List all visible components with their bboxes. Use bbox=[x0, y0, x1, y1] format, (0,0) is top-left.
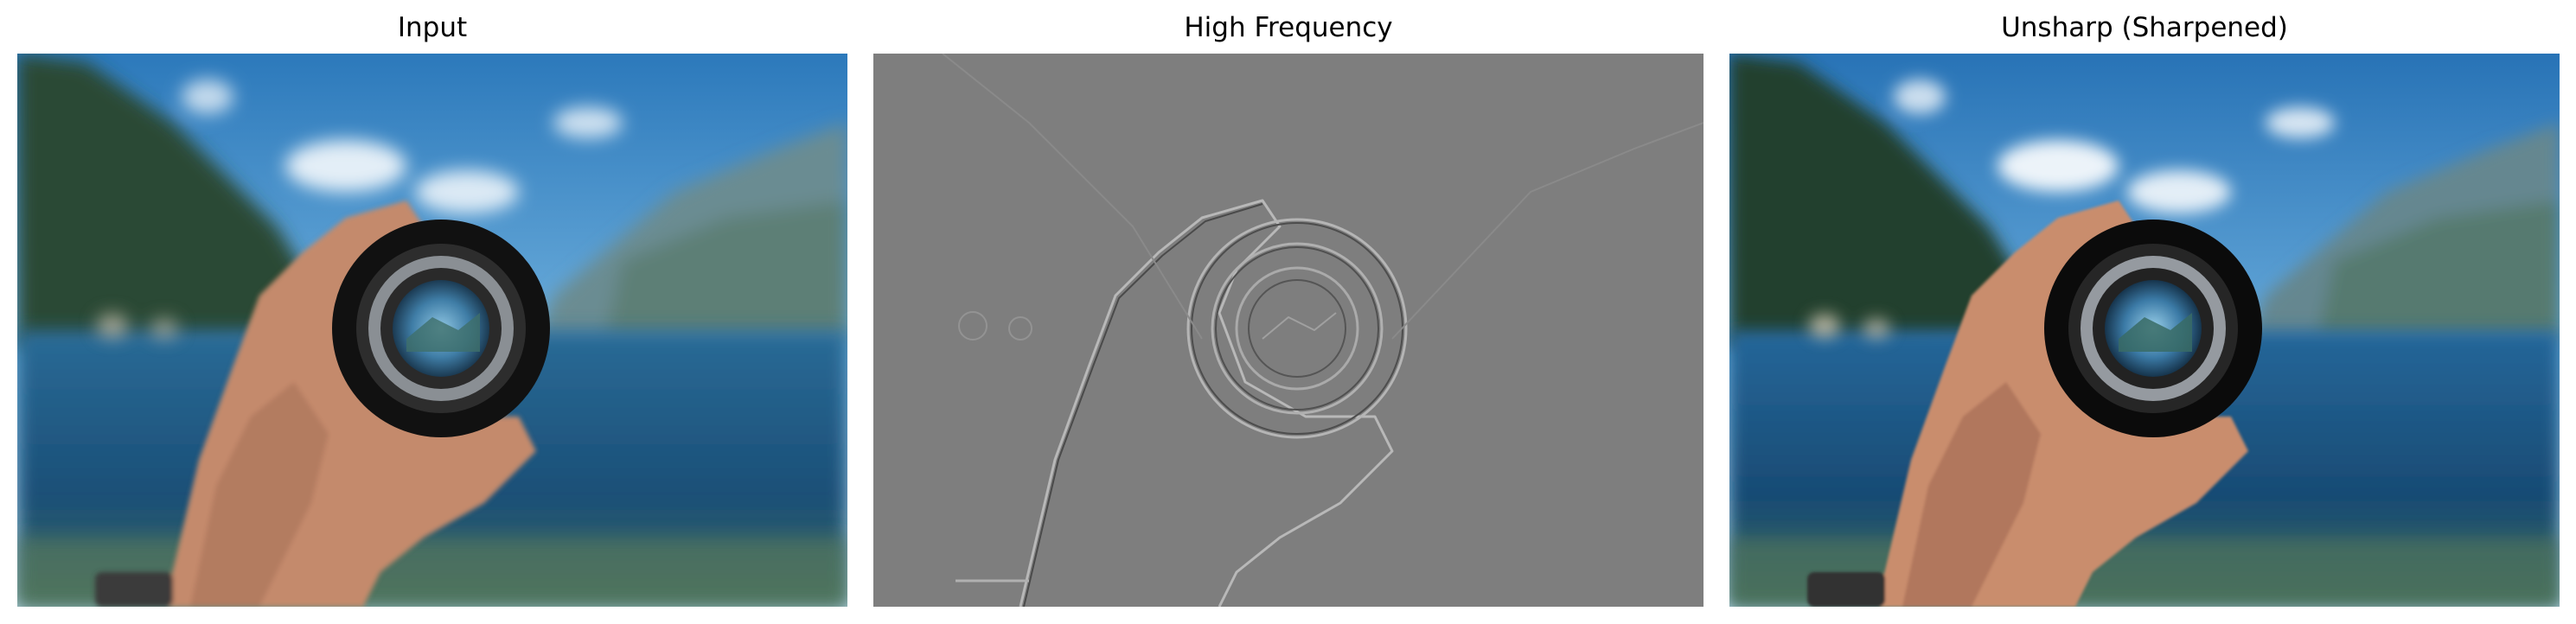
high-frequency-image bbox=[873, 54, 1703, 607]
panel-input: Input bbox=[17, 0, 847, 624]
high-frequency-map bbox=[873, 54, 1703, 607]
input-image bbox=[17, 54, 847, 607]
unsharp-image bbox=[1729, 54, 2560, 607]
panel-unsharp: Unsharp (Sharpened) bbox=[1729, 0, 2560, 624]
input-photo bbox=[17, 54, 847, 607]
panel-title-unsharp: Unsharp (Sharpened) bbox=[2001, 12, 2288, 43]
panel-title-high-frequency: High Frequency bbox=[1184, 12, 1393, 43]
unsharp-photo bbox=[1729, 54, 2560, 607]
panel-high-frequency: High Frequency bbox=[873, 0, 1703, 624]
panel-title-input: Input bbox=[397, 12, 468, 43]
